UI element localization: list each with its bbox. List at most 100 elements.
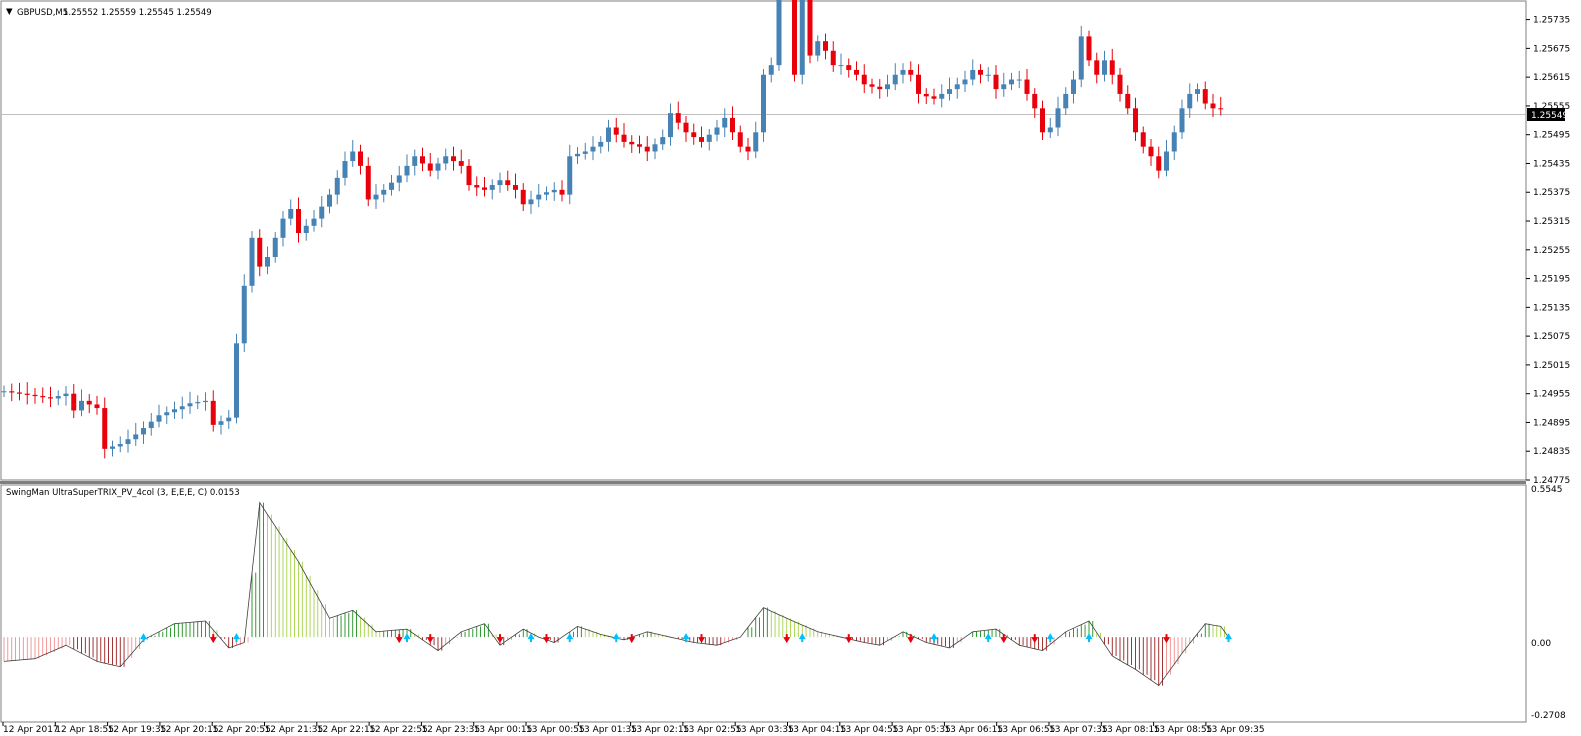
arrow-down-icon — [698, 634, 705, 644]
candle-bull — [1047, 127, 1053, 133]
candle-bear — [9, 391, 15, 393]
candle-bull — [606, 127, 611, 142]
candle-bull — [1195, 89, 1200, 94]
candle-bear — [1109, 60, 1115, 75]
candle-bull — [373, 194, 379, 200]
candle-bear — [482, 187, 487, 190]
time-tick-label: 13 Apr 05:35 — [892, 725, 951, 735]
indicator-scale-bottom: -0.2708 — [1531, 711, 1566, 721]
candle-bull — [947, 89, 952, 94]
candle-bull — [133, 434, 139, 440]
indicator-scale-zero: 0.00 — [1531, 639, 1551, 649]
candle-bull — [203, 400, 208, 403]
candle-bull — [334, 177, 340, 195]
time-tick-label: 12 Apr 21:35 — [265, 725, 324, 735]
candle-bear — [1117, 74, 1123, 94]
price-tick-label: 1.25315 — [1533, 217, 1570, 227]
time-tick-label: 12 Apr 22:55 — [369, 725, 428, 735]
candle-bear — [683, 122, 689, 133]
candle-bull — [404, 165, 410, 176]
time-tick-label: 12 Apr 22:15 — [317, 725, 376, 735]
price-tick-label: 1.24835 — [1533, 447, 1570, 457]
arrow-down-icon — [209, 634, 217, 644]
candle-bear — [1094, 60, 1100, 75]
candle-bull — [776, 0, 782, 66]
candle-bull — [1, 391, 7, 393]
price-tick-label: 1.25375 — [1533, 188, 1570, 198]
arrow-up-icon — [930, 633, 938, 643]
candle-bear — [1156, 156, 1162, 171]
candle-bear — [691, 132, 697, 138]
candle-bull — [249, 237, 255, 286]
candle-bull — [141, 428, 146, 435]
candle-bull — [1055, 108, 1061, 128]
candle-bull — [753, 132, 759, 152]
candle-bull — [172, 409, 177, 413]
candle-bull — [1171, 132, 1177, 152]
time-tick-label: 13 Apr 06:55 — [997, 725, 1056, 735]
candle-bull — [567, 156, 573, 195]
candle-bull — [590, 146, 596, 152]
candle-bear — [420, 156, 425, 164]
candle-bear — [358, 151, 363, 166]
candle-bear — [644, 146, 650, 152]
candle-bull — [265, 256, 270, 267]
candle-bear — [559, 189, 565, 195]
candle-bear — [854, 69, 859, 75]
candle-bull — [1164, 151, 1169, 171]
arrow-down-icon — [907, 634, 915, 644]
time-tick-label: 13 Apr 02:55 — [683, 725, 742, 735]
candle-bear — [993, 74, 999, 90]
candle-bull — [280, 218, 286, 238]
candle-bull — [939, 93, 945, 99]
arrow-down-icon — [426, 634, 434, 644]
arrow-up-icon — [798, 633, 806, 643]
candle-bull — [288, 209, 294, 219]
arrow-up-icon — [984, 633, 992, 643]
candle-bear — [923, 93, 929, 97]
candle-bull — [1009, 79, 1014, 85]
candle-bull — [544, 192, 549, 195]
indicator-panel-frame — [0, 484, 1527, 723]
candle-bull — [195, 402, 201, 404]
arrow-up-icon — [612, 633, 620, 643]
candle-bull — [551, 189, 557, 193]
candle-bear — [94, 404, 100, 409]
candle-bull — [226, 417, 232, 422]
candle-bull — [1179, 108, 1185, 133]
price-tick-label: 1.24955 — [1533, 390, 1570, 400]
arrow-up-icon — [403, 633, 411, 643]
arrow-up-icon — [1225, 633, 1232, 643]
candle-bull — [1063, 93, 1069, 109]
candle-bear — [1218, 108, 1224, 110]
time-tick-label: 13 Apr 01:35 — [578, 725, 637, 735]
arrow-up-icon — [682, 633, 690, 643]
candle-bear — [17, 392, 22, 394]
candle-bull — [1102, 60, 1107, 75]
price-tick-label: 1.25135 — [1533, 303, 1570, 313]
indicator-markers — [140, 633, 1232, 644]
candle-bear — [908, 69, 914, 75]
candle-bull — [179, 406, 185, 410]
candle-bear — [513, 185, 518, 190]
price-tick-label: 1.25675 — [1533, 44, 1570, 54]
candle-bull — [218, 421, 224, 425]
time-tick-label: 12 Apr 18:55 — [55, 725, 114, 735]
candle-bull — [582, 151, 588, 154]
symbol-dropdown-icon[interactable]: ▼ — [6, 7, 13, 17]
price-tick-label: 1.25015 — [1533, 361, 1570, 371]
candle-bull — [497, 180, 503, 186]
arrow-up-icon — [527, 633, 535, 643]
candle-bear — [1140, 132, 1146, 147]
candle-bull — [156, 415, 162, 422]
price-tick-label: 1.24895 — [1533, 418, 1570, 428]
candle-bull — [892, 74, 898, 85]
candle-bear — [1040, 108, 1045, 133]
candle-bear — [1210, 103, 1216, 109]
candle-bear — [807, 0, 813, 56]
candle-bear — [71, 393, 77, 411]
candle-bull — [815, 41, 821, 56]
candle-bear — [458, 161, 464, 166]
arrow-down-icon — [1163, 634, 1170, 644]
